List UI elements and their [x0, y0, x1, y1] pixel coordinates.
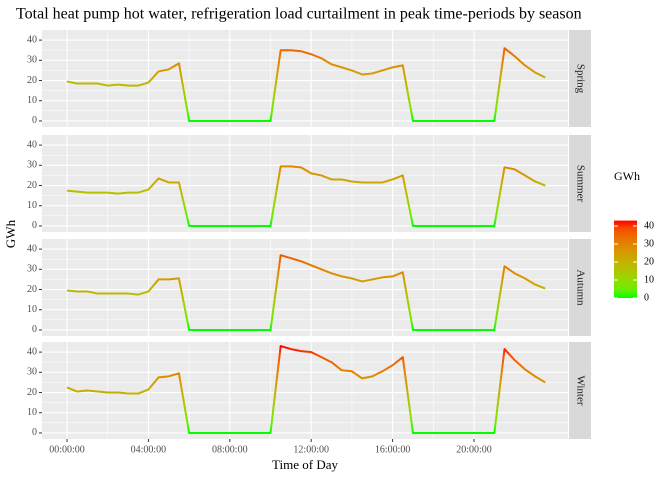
y-tick-label: 0 [32, 324, 37, 335]
y-tick-label: 40 [27, 139, 37, 150]
legend-tick-label: 0 [644, 292, 649, 303]
legend-tick-label: 30 [644, 238, 654, 249]
y-tick-label: 30 [27, 367, 37, 378]
legend-tick-label: 10 [644, 274, 654, 285]
facet-label: Autumn [574, 269, 586, 306]
y-tick-label: 20 [27, 180, 37, 191]
series-line [66, 165, 546, 227]
y-tick-label: 30 [27, 55, 37, 66]
x-tick-label: 12:00:00 [293, 444, 329, 455]
x-tick-label: 16:00:00 [375, 444, 411, 455]
series-line [66, 254, 546, 331]
panel-background [42, 135, 568, 232]
y-tick-label: 10 [27, 200, 37, 211]
x-tick-label: 20:00:00 [456, 444, 492, 455]
facet-label: Summer [574, 165, 586, 203]
x-tick-label: 08:00:00 [212, 444, 248, 455]
y-tick-label: 40 [27, 243, 37, 254]
facet-strip [569, 239, 591, 336]
chart-title: Total heat pump hot water, refrigeration… [16, 6, 582, 23]
panel-background [42, 30, 568, 127]
series-line [66, 345, 546, 434]
y-tick-label: 10 [27, 304, 37, 315]
panel-background [42, 239, 568, 336]
y-tick-label: 10 [27, 407, 37, 418]
y-tick-label: 20 [27, 75, 37, 86]
series-line [66, 47, 546, 122]
y-tick-label: 0 [32, 220, 37, 231]
y-tick-label: 20 [27, 284, 37, 295]
y-tick-label: 10 [27, 95, 37, 106]
facet-label: Spring [574, 64, 586, 94]
y-tick-label: 40 [27, 346, 37, 357]
y-tick-label: 40 [27, 34, 37, 45]
facet-strip [569, 342, 591, 439]
facet-label: Winter [574, 375, 586, 405]
legend-colorbar [614, 220, 637, 298]
x-tick-label: 00:00:00 [49, 444, 85, 455]
legend-tick-label: 20 [644, 256, 654, 267]
x-tick-label: 04:00:00 [131, 444, 167, 455]
facet-strip [569, 135, 591, 232]
legend-title: GWh [614, 169, 640, 183]
facet-strip [569, 30, 591, 127]
panel-background [42, 342, 568, 439]
y-tick-label: 0 [32, 115, 37, 126]
y-tick-label: 0 [32, 427, 37, 438]
y-tick-label: 30 [27, 264, 37, 275]
y-tick-label: 20 [27, 387, 37, 398]
legend-tick-label: 40 [644, 220, 654, 231]
y-tick-label: 30 [27, 160, 37, 171]
y-axis-label: GWh [3, 219, 18, 248]
x-axis-label: Time of Day [272, 457, 338, 472]
